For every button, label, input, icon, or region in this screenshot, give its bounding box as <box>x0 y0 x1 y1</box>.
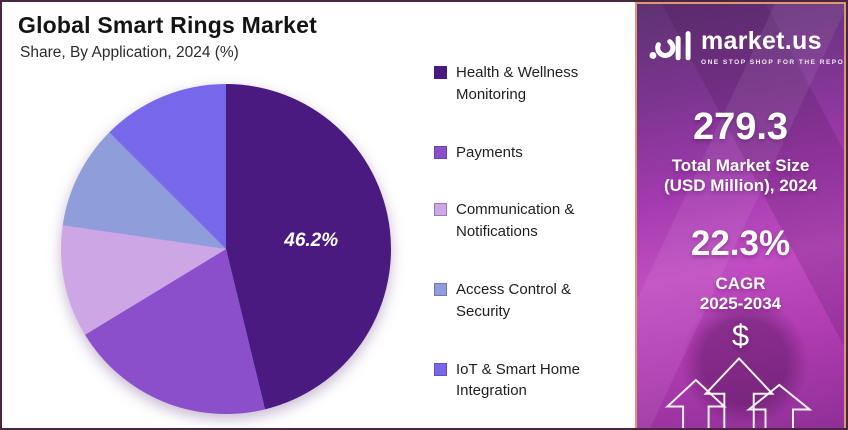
legend-swatch-icon <box>434 203 447 217</box>
pie-chart-svg: 46.2% <box>60 84 392 415</box>
pie-slice <box>109 84 226 249</box>
pie-data-label: 46.2% <box>283 230 338 251</box>
legend-label: Health & Wellness Monitoring <box>456 64 579 103</box>
total-market-size-value: 279.3 <box>692 106 789 148</box>
pie-slice <box>60 225 226 335</box>
legend-item: Payments <box>434 142 609 164</box>
legend-swatch-icon <box>434 66 447 79</box>
chart-area: Global Smart Rings Market Share, By Appl… <box>2 2 635 428</box>
brand-name: market.us <box>701 27 822 55</box>
legend-item: Communication & Notifications <box>434 199 609 243</box>
marketus-logo-icon <box>649 31 691 61</box>
sidebar-panel: market.us ONE STOP SHOP FOR THE REPORTS … <box>635 2 846 428</box>
brand-logo: market.us ONE STOP SHOP FOR THE REPORTS <box>648 26 846 67</box>
pie-slice <box>85 249 266 415</box>
chart-subtitle: Share, By Application, 2024 (%) <box>20 44 239 61</box>
pie-slice <box>226 84 392 410</box>
stat-label-line: Total Market Size <box>671 156 810 175</box>
pie-chart: 46.2% <box>56 79 396 419</box>
brand-tagline: ONE STOP SHOP FOR THE REPORTS <box>701 59 846 66</box>
stat-label-line: (USD Million), 2024 <box>663 176 818 196</box>
legend-item: Health & Wellness Monitoring <box>434 62 609 106</box>
brand-text-block: market.us ONE STOP SHOP FOR THE REPORTS <box>701 26 846 67</box>
legend-item: IoT & Smart Home Integration <box>434 359 609 403</box>
stat-label-line: CAGR <box>715 274 766 293</box>
legend-label: Payments <box>456 143 523 161</box>
stat-label-line: 2025-2034 <box>699 294 782 314</box>
legend-swatch-icon <box>434 145 447 159</box>
legend-item: Access Control & Security <box>434 279 609 323</box>
cagr-value: 22.3% <box>690 224 791 263</box>
growth-arrows-icon <box>664 357 813 428</box>
legend-swatch-icon <box>434 282 447 296</box>
total-market-size-label: Total Market Size (USD Million), 2024 <box>637 156 844 196</box>
dollar-icon: $ <box>731 318 750 353</box>
legend: Health & Wellness Monitoring Payments Co… <box>434 62 609 402</box>
page-title: Global Smart Rings Market <box>18 12 317 38</box>
cagr-label: CAGR 2025-2034 <box>637 274 844 314</box>
pie-slice <box>62 132 226 249</box>
legend-label: Communication & Notifications <box>456 201 575 241</box>
legend-swatch-icon <box>434 362 447 376</box>
legend-label: IoT & Smart Home Integration <box>456 360 580 400</box>
legend-label: Access Control & Security <box>456 280 572 320</box>
